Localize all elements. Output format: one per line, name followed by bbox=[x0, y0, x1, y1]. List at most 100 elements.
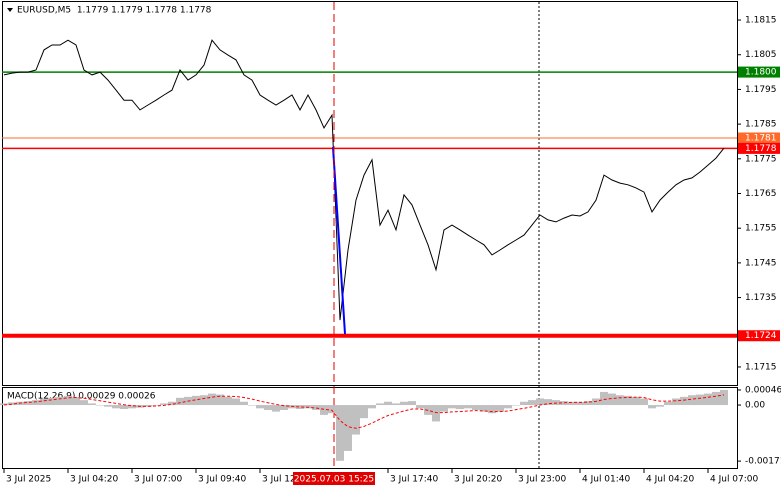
macd-bar bbox=[688, 395, 696, 406]
x-tick-label: 3 Jul 20:20 bbox=[454, 475, 503, 485]
macd-bar bbox=[504, 405, 512, 409]
price-level-label-box bbox=[738, 66, 780, 78]
chart-title: EURUSD,M5 1.1779 1.1779 1.1778 1.1778 bbox=[17, 6, 212, 16]
macd-bar bbox=[64, 395, 72, 406]
macd-bar bbox=[360, 405, 368, 419]
macd-bar bbox=[24, 401, 32, 406]
y-tick-label: 1.1765 bbox=[745, 189, 777, 199]
macd-bar bbox=[224, 396, 232, 406]
macd-bar bbox=[104, 405, 112, 407]
macd-bar bbox=[264, 405, 272, 410]
macd-bar bbox=[448, 405, 456, 409]
macd-bar bbox=[320, 405, 328, 415]
macd-bar bbox=[464, 405, 472, 409]
macd-bar bbox=[112, 405, 120, 409]
macd-bar bbox=[528, 400, 536, 406]
macd-bar bbox=[256, 405, 264, 409]
macd-bar bbox=[368, 405, 376, 409]
macd-bar bbox=[48, 397, 56, 406]
macd-bar bbox=[560, 401, 568, 406]
macd-bar bbox=[208, 393, 216, 406]
macd-signal bbox=[3, 394, 725, 429]
macd-bar bbox=[712, 391, 720, 406]
macd-bar bbox=[664, 401, 672, 406]
macd-bar bbox=[456, 405, 464, 409]
y-tick-label: 1.1735 bbox=[745, 293, 777, 303]
x-tick-label: 3 Jul 09:40 bbox=[198, 475, 247, 485]
macd-bar bbox=[576, 401, 584, 406]
trend-line bbox=[332, 146, 346, 335]
macd-bar bbox=[272, 405, 280, 412]
macd-title: MACD(12,26,9) 0.00029 0.00026 bbox=[7, 392, 156, 402]
macd-bar bbox=[312, 405, 320, 410]
macd-bar bbox=[72, 396, 80, 406]
y-tick-label: 0.00046 bbox=[745, 385, 781, 395]
macd-bar bbox=[40, 398, 48, 406]
x-tick-label: 3 Jul 2025 bbox=[6, 475, 51, 485]
macd-bar bbox=[488, 405, 496, 414]
macd-bar bbox=[216, 394, 224, 406]
price-level-label-box bbox=[738, 330, 780, 342]
macd-bar bbox=[280, 405, 288, 410]
macd-bar bbox=[304, 405, 312, 409]
macd-bar bbox=[8, 402, 16, 406]
macd-bar bbox=[552, 400, 560, 406]
macd-bar bbox=[480, 405, 488, 412]
macd-bar bbox=[520, 401, 528, 406]
x-tick-label: 3 Jul 23:00 bbox=[518, 475, 567, 485]
x-tick-label: 3 Jul 12:20 bbox=[262, 475, 311, 485]
macd-bar bbox=[720, 389, 728, 406]
menu-icon[interactable] bbox=[7, 8, 13, 12]
x-tick-label: 3 Jul 04:20 bbox=[70, 475, 119, 485]
macd-panel-border bbox=[2, 387, 738, 469]
macd-bar bbox=[544, 399, 552, 406]
macd-bar bbox=[192, 395, 200, 406]
macd-bar bbox=[200, 395, 208, 406]
macd-bar bbox=[440, 405, 448, 412]
macd-bar bbox=[80, 400, 88, 406]
macd-bar bbox=[656, 405, 664, 407]
macd-bar bbox=[584, 401, 592, 406]
macd-bar bbox=[680, 396, 688, 406]
macd-bar bbox=[248, 405, 256, 406]
macd-bar bbox=[56, 396, 64, 406]
macd-bar bbox=[376, 403, 384, 406]
macd-bar bbox=[536, 398, 544, 406]
price-level-label-box bbox=[738, 132, 780, 144]
y-tick-label: 1.1775 bbox=[745, 154, 777, 164]
macd-bar bbox=[704, 393, 712, 406]
y-tick-label: -0.00171 bbox=[745, 457, 781, 467]
y-tick-label: 1.1745 bbox=[745, 258, 777, 268]
x-tick-label: 4 Jul 07:00 bbox=[710, 475, 759, 485]
x-tick-label: 3 Jul 17:40 bbox=[390, 475, 439, 485]
macd-bar bbox=[160, 403, 168, 406]
crosshair-label-box bbox=[293, 472, 375, 485]
y-tick-label: 1.1805 bbox=[745, 50, 777, 60]
macd-bar bbox=[400, 401, 408, 406]
y-tick-label: 1.1795 bbox=[745, 85, 777, 95]
macd-bar bbox=[336, 405, 344, 461]
macd-bar bbox=[648, 405, 656, 409]
macd-bar bbox=[120, 405, 128, 409]
macd-bar bbox=[240, 401, 248, 406]
macd-bar bbox=[168, 401, 176, 406]
macd-bar bbox=[568, 401, 576, 406]
macd-bar bbox=[384, 401, 392, 406]
macd-bar bbox=[672, 398, 680, 406]
macd-bar bbox=[472, 405, 480, 410]
macd-bar bbox=[392, 403, 400, 406]
macd-bar bbox=[416, 405, 424, 409]
macd-bar bbox=[640, 398, 648, 406]
macd-bar bbox=[144, 405, 152, 407]
macd-bar bbox=[432, 405, 440, 422]
price-level-label: 1.1724 bbox=[745, 331, 777, 341]
macd-bar bbox=[232, 398, 240, 406]
crosshair-label: 2025.07.03 15:25 bbox=[294, 475, 374, 485]
macd-bar bbox=[296, 405, 304, 409]
macd-bar bbox=[512, 405, 520, 406]
macd-bar bbox=[496, 405, 504, 412]
macd-bar bbox=[608, 393, 616, 406]
macd-bar bbox=[344, 405, 352, 451]
macd-bar bbox=[624, 395, 632, 406]
